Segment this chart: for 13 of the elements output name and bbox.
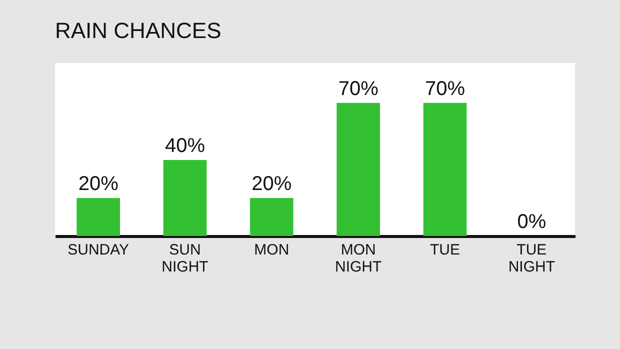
x-tick-label: SUN NIGHT [162,242,208,276]
data-label: 0% [517,211,546,233]
x-tick-label: MON NIGHT [334,242,382,276]
data-label: 20% [78,172,119,195]
x-tick-label: TUE NIGHT [508,242,556,276]
x-tick-label: SUNDAY [68,242,130,258]
data-label: 20% [252,172,292,195]
data-label: 40% [164,134,206,157]
data-label: 70% [424,78,466,100]
chart-title: RAIN CHANCES [55,18,222,43]
data-label: 70% [338,78,379,100]
x-tick-label: MON [254,242,290,258]
x-tick-label: TUE [430,242,460,258]
